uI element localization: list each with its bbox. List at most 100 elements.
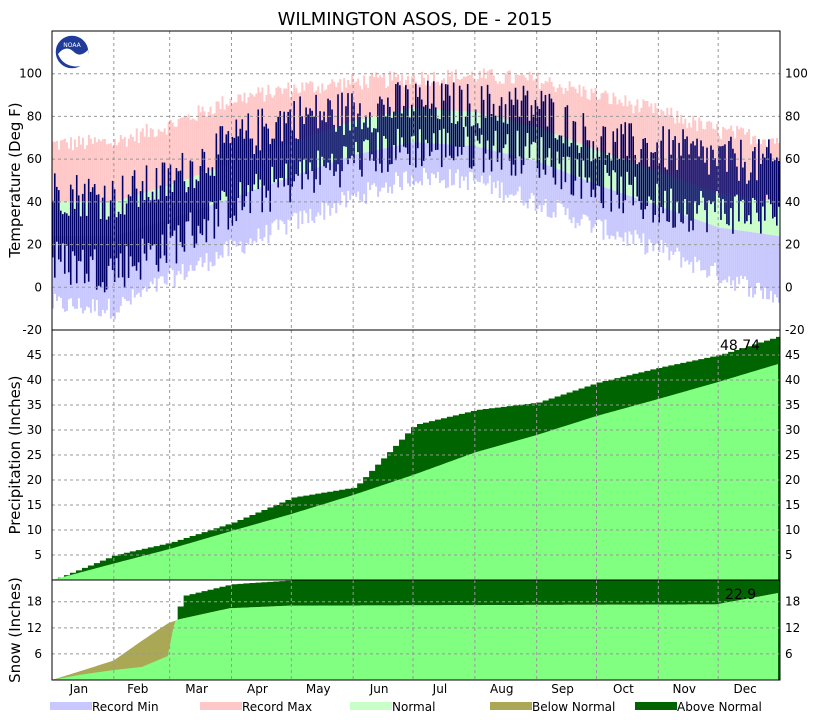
record-max-bar: [610, 104, 613, 156]
observed-temperature-bar: [776, 157, 778, 226]
observed-temperature-bar: [714, 158, 716, 213]
record-min-bar: [177, 216, 180, 271]
record-max-bar: [265, 95, 268, 152]
observed-temperature-bar: [287, 111, 289, 186]
record-max-bar: [568, 81, 571, 140]
record-min-bar: [626, 195, 629, 246]
observed-temperature-bar: [259, 150, 262, 180]
record-min-bar: [111, 236, 114, 317]
record-min-bar: [337, 160, 340, 204]
record-min-bar: [704, 222, 707, 271]
record-max-bar: [269, 94, 272, 150]
record-max-bar: [125, 146, 128, 199]
normal-band-bar: [626, 160, 629, 196]
observed-temperature-bar: [137, 206, 140, 263]
observed-temperature-bar: [440, 83, 443, 168]
normal-band-bar: [778, 201, 781, 237]
record-max-bar: [157, 129, 160, 189]
record-max-bar: [650, 103, 653, 170]
observed-temperature-bar: [365, 115, 367, 140]
normal-band-bar: [105, 201, 108, 237]
x-tick-label: Aug: [490, 682, 513, 696]
record-min-bar: [389, 147, 392, 187]
record-max-bar: [424, 85, 427, 109]
observed-temperature-bar: [526, 90, 529, 133]
normal-band-bar: [604, 153, 607, 188]
observed-temperature-bar: [139, 191, 142, 280]
observed-temperature-bar: [498, 105, 501, 153]
observed-temperature-bar: [532, 114, 535, 142]
observed-temperature-bar: [610, 160, 613, 212]
observed-temperature-bar: [540, 90, 543, 138]
record-min-bar: [614, 190, 617, 240]
record-min-bar: [428, 143, 431, 186]
x-tick-label: Nov: [673, 682, 696, 696]
record-min-bar: [566, 173, 569, 209]
y-tick-label-left: 6: [34, 647, 42, 661]
record-max-bar: [199, 112, 202, 175]
observed-temperature-bar: [367, 127, 369, 141]
observed-temperature-bar: [658, 163, 660, 223]
record-min-bar: [413, 142, 416, 186]
record-max-bar: [255, 93, 258, 155]
observed-temperature-bar: [622, 134, 625, 214]
observed-temperature-bar: [524, 95, 527, 147]
record-min-bar: [676, 212, 679, 248]
normal-precipitation-area: [52, 364, 779, 580]
observed-temperature-bar: [678, 142, 680, 214]
observed-temperature-bar: [67, 215, 70, 273]
observed-temperature-bar: [75, 175, 78, 284]
observed-temperature-bar: [269, 144, 272, 212]
observed-temperature-bar: [111, 180, 114, 271]
record-min-bar: [251, 190, 254, 244]
record-max-bar: [167, 122, 170, 186]
observed-temperature-bar: [516, 99, 519, 131]
observed-temperature-bar: [706, 147, 708, 233]
observed-temperature-bar: [381, 99, 383, 173]
record-max-bar: [494, 80, 497, 117]
observed-temperature-bar: [351, 93, 353, 156]
record-max-bar: [87, 134, 90, 202]
observed-temperature-bar: [464, 116, 467, 127]
record-min-bar: [61, 236, 64, 309]
record-max-bar: [367, 88, 370, 118]
record-min-bar: [630, 196, 633, 235]
record-min-bar: [696, 219, 699, 263]
y-tick-label-right: 5: [785, 548, 793, 562]
record-min-bar: [73, 236, 76, 309]
observed-temperature-bars: [52, 80, 780, 293]
observed-temperature-bar: [249, 138, 252, 214]
observed-temperature-bar: [490, 114, 493, 172]
record-max-bar: [377, 77, 380, 116]
record-min-bar: [496, 151, 499, 181]
record-min-bar: [756, 232, 759, 283]
record-max-bar: [403, 86, 406, 111]
record-max-bar: [530, 74, 533, 126]
record-min-bar: [474, 146, 477, 180]
record-max-bar: [53, 141, 56, 202]
record-max-bar: [472, 78, 475, 113]
record-min-bar: [263, 186, 266, 238]
observed-temperature-bar: [530, 105, 533, 145]
record-min-bar: [436, 143, 439, 173]
observed-temperature-bar: [454, 124, 457, 147]
record-max-bar: [147, 136, 150, 192]
record-min-bar: [201, 207, 204, 268]
record-max-bar: [488, 69, 491, 116]
record-min-bar: [315, 167, 318, 217]
record-min-bar: [185, 213, 188, 278]
observed-temperature-bar: [696, 138, 698, 214]
record-min-bar: [149, 225, 152, 282]
record-max-bar: [546, 82, 549, 132]
record-min-bar: [612, 190, 615, 237]
record-min-bar: [732, 229, 735, 281]
record-max-bar: [496, 83, 499, 118]
record-max-bar: [476, 79, 479, 113]
record-max-bar: [640, 107, 643, 166]
normal-band-bar: [548, 131, 551, 166]
observed-temperature-bar: [688, 154, 690, 232]
record-min-bar: [532, 160, 535, 196]
observed-temperature-bar: [63, 212, 66, 274]
observed-temperature-bar: [309, 108, 311, 163]
observed-temperature-bar: [600, 136, 603, 204]
